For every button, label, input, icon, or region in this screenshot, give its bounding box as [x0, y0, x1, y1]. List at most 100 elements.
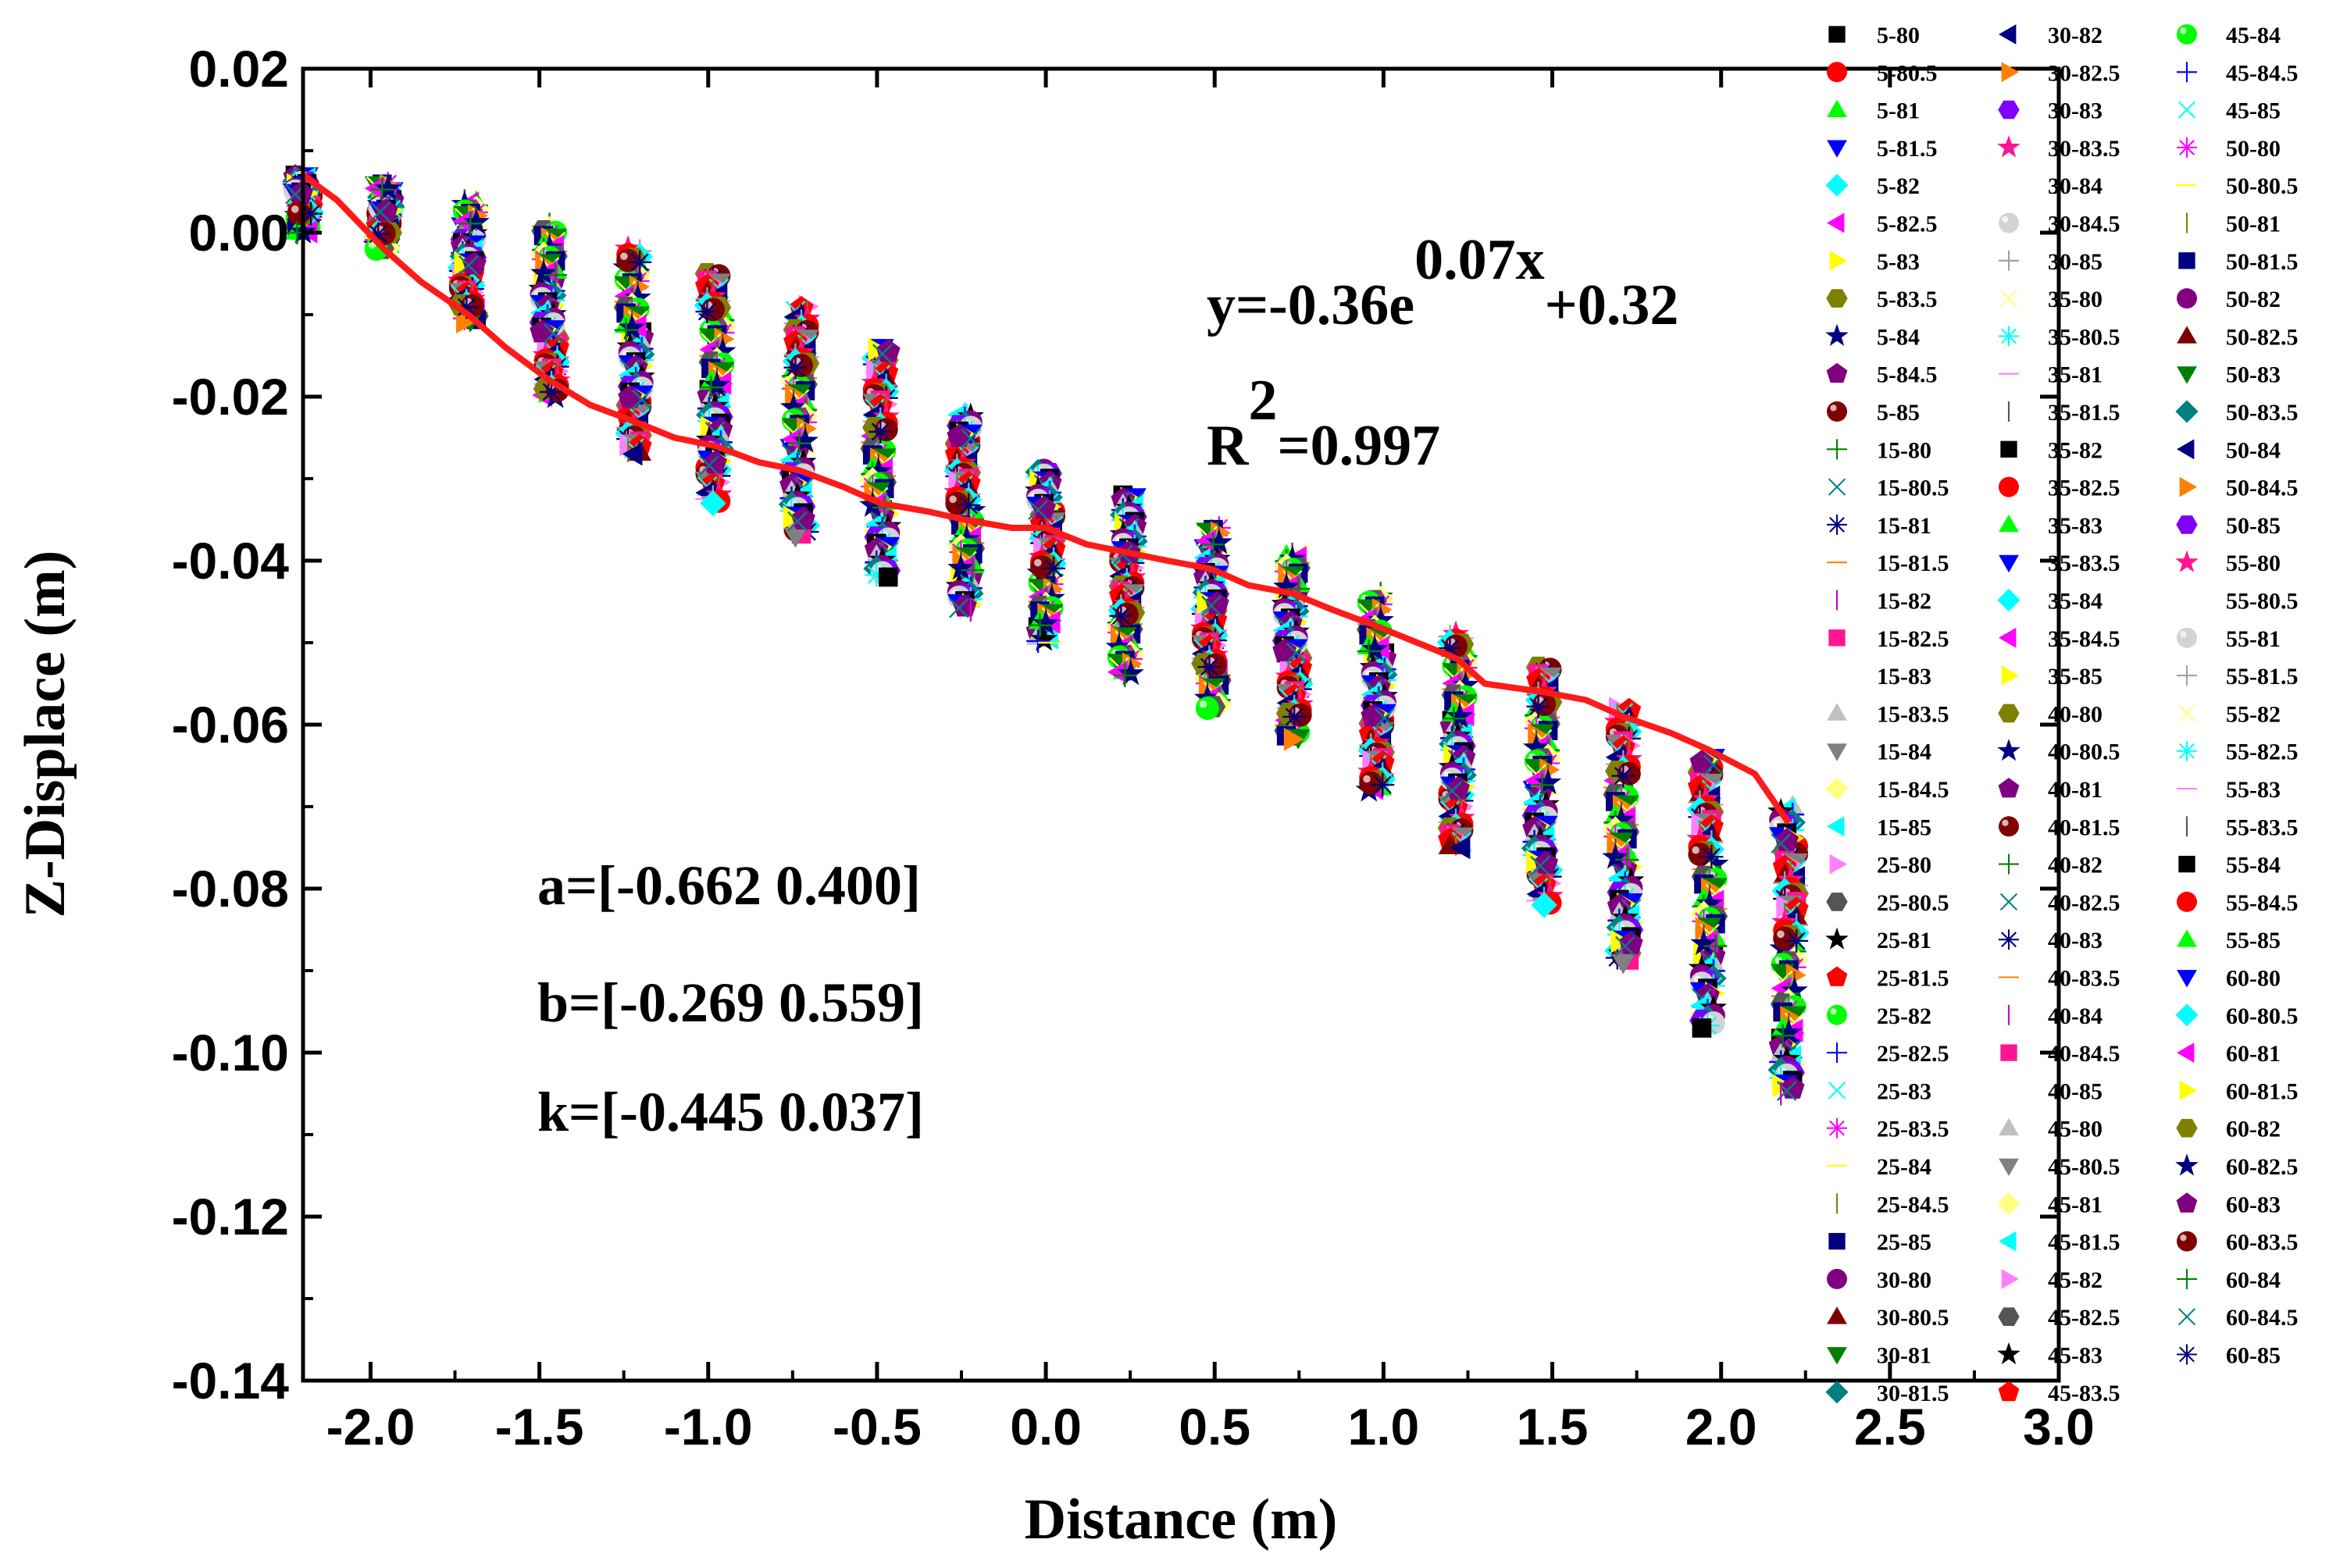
legend-item: 55-81 — [2177, 626, 2281, 652]
legend-marker — [1827, 401, 1847, 422]
legend-label: 35-84 — [2048, 589, 2103, 615]
legend-item: 60-80.5 — [2175, 1003, 2299, 1029]
data-point — [1611, 953, 1635, 975]
legend-marker — [1826, 893, 1848, 911]
legend-label: 60-82.5 — [2226, 1154, 2299, 1180]
legend-marker — [2177, 288, 2197, 309]
legend-item: 35-83 — [1999, 513, 2103, 539]
legend-marker — [1999, 289, 2018, 308]
data-point — [619, 314, 646, 340]
legend-marker — [1999, 212, 2019, 233]
data-point — [1117, 659, 1144, 686]
data-point — [462, 208, 490, 234]
legend-label: 15-84 — [1877, 739, 1931, 765]
legend-label: 50-83 — [2226, 362, 2281, 388]
legend-label: 25-85 — [1877, 1230, 1931, 1256]
legend-item: 35-85 — [2001, 664, 2103, 690]
legend-item: 55-85 — [2177, 928, 2281, 953]
x-tick-label: -1.0 — [664, 1398, 753, 1456]
legend-item: 35-82.5 — [1999, 476, 2120, 501]
data-point — [695, 300, 719, 324]
data-point — [1042, 556, 1066, 580]
data-point — [1771, 1024, 1795, 1048]
legend-item: 5-85 — [1827, 400, 1920, 426]
data-point — [1201, 595, 1222, 616]
data-point — [960, 428, 981, 449]
legend-label: 25-83 — [1877, 1078, 1931, 1104]
data-point — [530, 319, 554, 343]
data-point — [1696, 889, 1723, 916]
legend-label: 55-83.5 — [2226, 814, 2299, 840]
data-point — [1614, 935, 1635, 957]
legend-item: 5-82.5 — [1827, 212, 1938, 237]
legend-label: 30-84.5 — [2048, 212, 2120, 237]
data-point — [452, 209, 473, 233]
legend-item: 55-80.5 — [2226, 589, 2299, 615]
legend-item: 40-83 — [1999, 928, 2103, 953]
r-squared-exponent: 2 — [1248, 369, 1277, 433]
legend-label: 45-84.5 — [2226, 60, 2299, 86]
legend-label: 45-81 — [2048, 1192, 2103, 1217]
x-tick-label: -2.0 — [326, 1398, 416, 1456]
data-point — [1523, 733, 1550, 760]
legend-label: 15-81 — [1877, 513, 1931, 539]
data-point — [1688, 842, 1712, 866]
legend-label: 5-82.5 — [1877, 212, 1938, 237]
legend-item: 30-81.5 — [1825, 1381, 1949, 1406]
legend-label: 25-84 — [1877, 1154, 1931, 1180]
legend-marker — [2001, 62, 2019, 83]
data-point — [462, 251, 487, 275]
legend-label: 30-81.5 — [1877, 1381, 1949, 1406]
legend-item: 5-82 — [1825, 173, 1920, 199]
legend-marker — [1828, 1232, 1846, 1250]
y-tick-label: -0.10 — [172, 1024, 289, 1082]
legend-item: 50-82 — [2177, 287, 2281, 312]
legend-label: 35-81 — [2048, 362, 2103, 388]
data-point — [1026, 629, 1050, 653]
legend-marker — [2175, 550, 2199, 572]
legend-item: 25-82 — [1827, 1003, 1931, 1029]
data-point — [1032, 495, 1056, 519]
legend-label: 40-82 — [2048, 853, 2103, 878]
legend-marker — [1827, 140, 1847, 158]
legend-item: 40-82.5 — [1999, 890, 2120, 916]
legend-label: 40-81.5 — [2048, 814, 2120, 840]
legend-label: 55-85 — [2226, 928, 2281, 953]
legend-item: 60-84.5 — [2177, 1305, 2299, 1331]
legend-marker — [2178, 855, 2195, 873]
legend-marker — [1827, 439, 1847, 460]
legend-label: 5-83.5 — [1877, 287, 1938, 312]
legend-item: 30-85 — [1999, 249, 2103, 275]
legend-item: 50-81 — [2185, 212, 2281, 237]
legend-label: 25-84.5 — [1877, 1192, 1949, 1217]
data-point — [1775, 1019, 1803, 1045]
legend-marker — [2175, 1003, 2199, 1027]
legend-item: 35-84.5 — [1999, 626, 2120, 652]
data-point — [1197, 655, 1222, 679]
legend-item: 15-81.5 — [1827, 551, 1949, 576]
data-point — [865, 458, 892, 483]
legend-label: 50-81 — [2226, 212, 2281, 237]
legend-label: 30-80 — [1877, 1267, 1931, 1293]
legend-item: 50-83 — [2177, 362, 2281, 388]
legend-item: 25-80.5 — [1826, 890, 1949, 916]
legend-marker — [1827, 212, 1845, 233]
legend-marker — [2000, 1044, 2017, 1061]
plot-frame — [301, 66, 2061, 1383]
legend-item: 40-80.5 — [1997, 739, 2120, 765]
data-point — [1367, 606, 1394, 633]
legend-marker — [1827, 99, 1847, 117]
legend-label: 15-82.5 — [1877, 626, 1949, 652]
legend-label: 25-80 — [1877, 853, 1931, 878]
y-tick-label: -0.12 — [172, 1188, 289, 1245]
data-point — [1689, 750, 1714, 773]
legend-label: 45-80 — [2048, 1117, 2103, 1142]
data-point — [1780, 1075, 1805, 1099]
legend-item: 30-84.5 — [1999, 212, 2120, 237]
data-point — [709, 337, 737, 363]
legend-label: 35-83.5 — [2048, 551, 2120, 576]
legend-marker — [1999, 250, 2019, 271]
param-a: a=[-0.662 0.400] — [537, 854, 921, 917]
data-point — [1446, 776, 1470, 800]
data-point — [1785, 928, 1809, 953]
